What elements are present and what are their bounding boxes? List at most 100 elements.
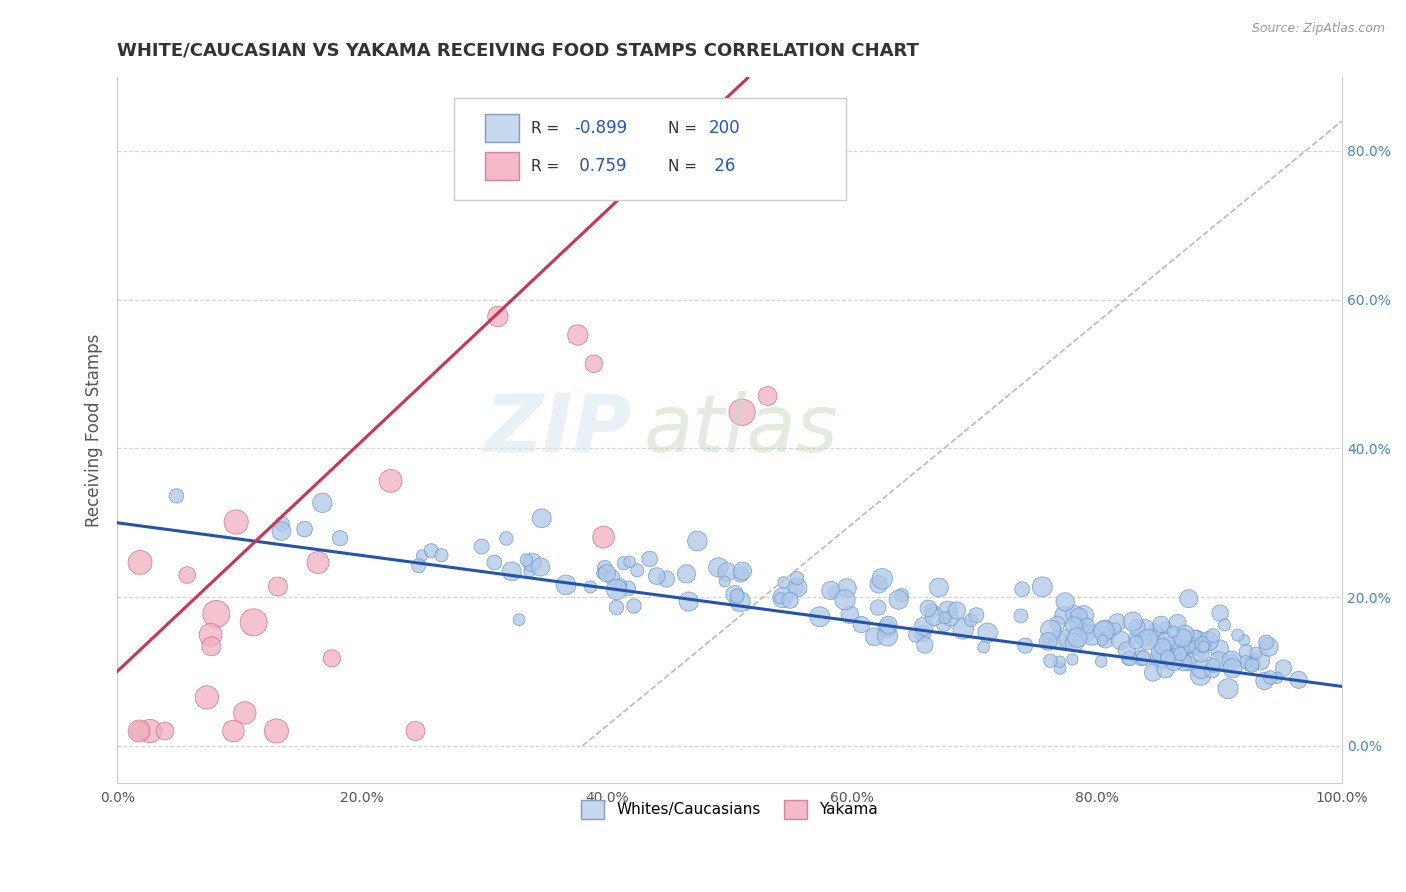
- Point: [1130, 650, 1153, 665]
- Point: [1182, 640, 1205, 654]
- Point: [430, 548, 453, 562]
- Point: [1153, 648, 1175, 662]
- Point: [233, 706, 256, 720]
- Point: [1157, 639, 1180, 653]
- Y-axis label: Receiving Food Stamps: Receiving Food Stamps: [86, 333, 103, 526]
- Point: [129, 555, 152, 569]
- Point: [877, 618, 900, 632]
- Point: [1119, 651, 1142, 665]
- Point: [522, 556, 544, 570]
- Point: [1244, 646, 1267, 660]
- Point: [1168, 647, 1191, 661]
- Point: [786, 581, 808, 595]
- Point: [1265, 671, 1288, 685]
- Point: [1170, 636, 1192, 650]
- Point: [613, 556, 636, 570]
- Point: [731, 405, 754, 419]
- Point: [976, 625, 998, 640]
- FancyBboxPatch shape: [485, 153, 519, 180]
- Point: [1184, 640, 1206, 654]
- Point: [529, 560, 551, 574]
- Point: [1144, 630, 1167, 644]
- Point: [932, 616, 955, 631]
- FancyBboxPatch shape: [485, 114, 519, 143]
- Point: [1126, 620, 1149, 634]
- Point: [271, 516, 294, 531]
- Point: [1107, 615, 1129, 630]
- Point: [153, 723, 176, 738]
- Point: [1142, 665, 1164, 680]
- Point: [912, 619, 935, 633]
- Point: [1052, 608, 1074, 623]
- Point: [863, 630, 886, 644]
- Point: [1157, 650, 1180, 665]
- Point: [1177, 657, 1199, 671]
- Point: [294, 522, 316, 536]
- Point: [1135, 621, 1157, 635]
- Point: [1063, 636, 1085, 650]
- Point: [1099, 624, 1122, 639]
- Point: [321, 651, 343, 665]
- Point: [1073, 608, 1095, 623]
- Point: [270, 524, 292, 538]
- Point: [1036, 634, 1059, 648]
- Point: [1039, 623, 1062, 637]
- Point: [723, 587, 745, 601]
- Point: [713, 574, 735, 589]
- Point: [1109, 633, 1132, 648]
- Point: [555, 578, 578, 592]
- Point: [1132, 632, 1154, 646]
- Point: [128, 723, 150, 738]
- Point: [1144, 624, 1167, 638]
- Point: [1122, 631, 1144, 645]
- Point: [973, 640, 995, 655]
- Point: [921, 604, 943, 618]
- Point: [311, 496, 333, 510]
- Point: [1249, 653, 1271, 667]
- Point: [1014, 639, 1036, 653]
- Point: [1167, 615, 1189, 630]
- Point: [176, 568, 198, 582]
- Point: [1201, 663, 1223, 677]
- Point: [1189, 647, 1212, 661]
- Point: [1188, 642, 1211, 657]
- Point: [887, 592, 910, 607]
- Point: [1094, 623, 1116, 637]
- Point: [519, 564, 541, 578]
- Point: [1171, 631, 1194, 645]
- Text: N =: N =: [668, 120, 702, 136]
- Point: [904, 628, 927, 642]
- Point: [922, 609, 945, 624]
- Point: [411, 549, 433, 563]
- Point: [1122, 615, 1144, 629]
- Point: [1116, 643, 1139, 657]
- Point: [307, 556, 329, 570]
- Text: 200: 200: [709, 120, 740, 137]
- Point: [1062, 652, 1084, 666]
- Point: [1049, 655, 1071, 669]
- Point: [404, 723, 426, 738]
- Text: R =: R =: [531, 159, 564, 174]
- Point: [1047, 632, 1070, 647]
- Point: [1216, 681, 1239, 696]
- Point: [1036, 634, 1059, 648]
- Point: [823, 585, 845, 599]
- Point: [1080, 628, 1102, 642]
- Point: [484, 556, 506, 570]
- Point: [266, 723, 288, 738]
- Point: [1174, 641, 1197, 656]
- Point: [242, 615, 264, 630]
- Point: [606, 582, 628, 597]
- Point: [1104, 622, 1126, 636]
- Point: [1010, 608, 1032, 623]
- Point: [1054, 595, 1077, 609]
- Point: [1220, 655, 1243, 669]
- Point: [678, 594, 700, 608]
- Point: [785, 581, 807, 595]
- Point: [471, 540, 494, 554]
- Point: [960, 613, 983, 627]
- Point: [592, 530, 614, 544]
- Point: [596, 566, 619, 581]
- Point: [1178, 640, 1201, 654]
- Point: [1046, 616, 1069, 631]
